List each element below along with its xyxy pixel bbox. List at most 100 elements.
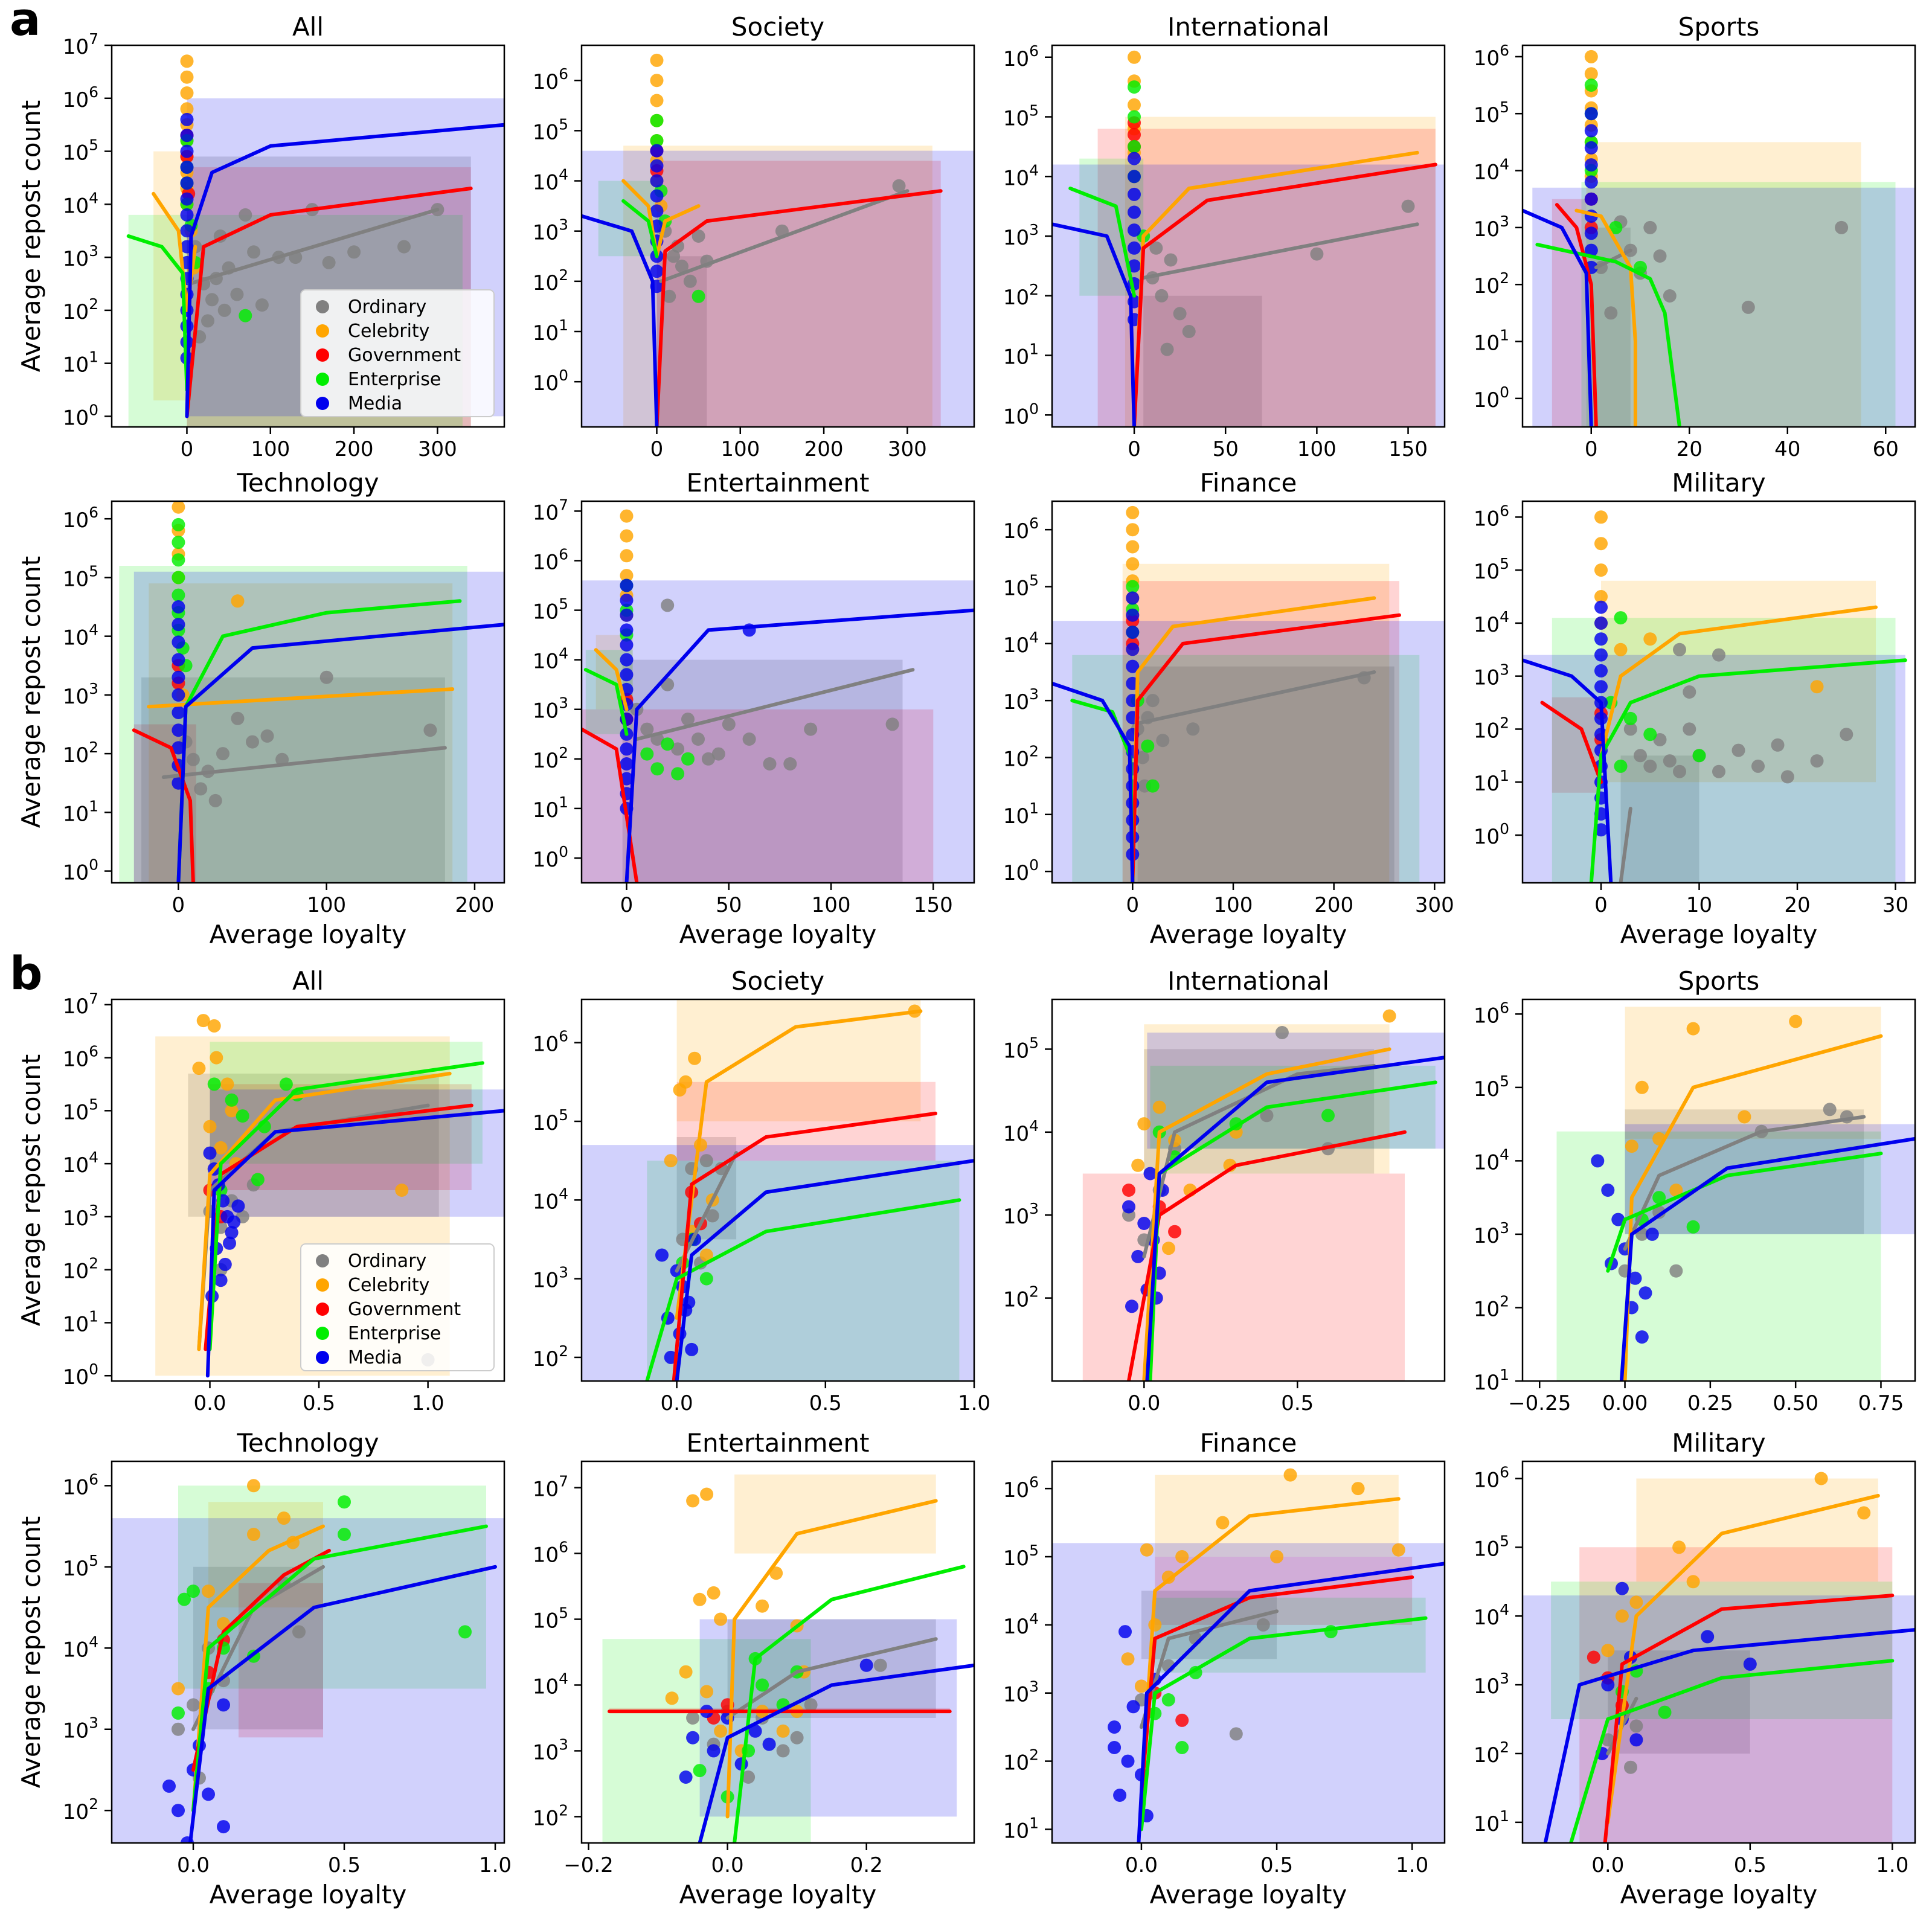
chart-b-all-8: All 0.0 0.5 1.0 100 101 102 103 104 105 106 107 Aver… <box>16 966 505 1415</box>
chart-a-entertainment-5-point-celebrity-3 <box>620 569 634 583</box>
chart-a-technology-4-point-media-8 <box>172 741 185 755</box>
chart-a-sports-3-point-enterprise-5 <box>1609 220 1623 234</box>
chart-b-entertainment-13-x-axis-label: Average loyalty <box>679 1880 877 1909</box>
chart-b-entertainment-13-point-media-0 <box>686 1731 700 1745</box>
chart-a-all-0-point-media-4 <box>180 176 194 190</box>
chart-a-all-0-y-tick-label-0: 100 <box>63 401 98 430</box>
chart-a-sports-3-band-enterprise <box>1581 182 1896 427</box>
chart-a-society-1-point-ordinary-1 <box>667 249 681 263</box>
chart-a-all-0-fit-line-government <box>185 187 473 418</box>
chart-a-international-2-point-ordinary-7 <box>1401 199 1415 213</box>
chart-b-all-8-point-media-11 <box>227 1215 241 1229</box>
chart-a-entertainment-5-point-ordinary-10 <box>722 717 736 731</box>
chart-a-international-2-y-tick-label-2: 102 <box>1003 281 1039 310</box>
chart-b-finance-14-point-celebrity-4 <box>1216 1516 1230 1530</box>
chart-b-technology-12-point-ordinary-3 <box>172 1722 185 1736</box>
chart-b-entertainment-13-band-celebrity <box>734 1474 936 1554</box>
chart-b-military-15-band-ordinary <box>1608 1650 1750 1754</box>
chart-a-international-2-point-enterprise-0 <box>1128 80 1141 94</box>
chart-a-technology-4-point-ordinary-1 <box>186 752 200 766</box>
chart-b-international-10-fit-line-government <box>1127 1130 1407 1381</box>
chart-a-society-1-point-celebrity-2 <box>650 94 664 107</box>
chart-a-society-1-point-media-2 <box>650 174 664 188</box>
chart-b-society-9-point-celebrity-3 <box>673 1083 687 1097</box>
chart-b-technology-12-point-enterprise-6 <box>458 1625 472 1639</box>
chart-b-military-15-y-tick-label-2: 103 <box>1474 1670 1509 1699</box>
chart-b-sports-11-x-tick-label-2: 0.25 <box>1687 1391 1733 1415</box>
chart-b-military-15-point-media-6 <box>1743 1657 1757 1671</box>
chart-a-finance-6-point-media-1 <box>1126 608 1140 622</box>
chart-a-finance-6-point-ordinary-3 <box>1146 694 1160 708</box>
chart-a-military-7-band-ordinary <box>1620 755 1699 883</box>
chart-b-military-15-point-government-0 <box>1587 1650 1600 1664</box>
chart-a-sports-3-y-tick-label-3: 103 <box>1474 213 1509 242</box>
chart-b-entertainment-13-point-ordinary-5 <box>776 1744 790 1758</box>
chart-a-international-2-point-media-3 <box>1128 205 1141 219</box>
chart-b-finance-14-point-celebrity-1 <box>1148 1618 1162 1632</box>
chart-a-all-0-legend: Ordinary Celebrity Government Enterprise Med… <box>300 289 495 417</box>
chart-b-entertainment-13-x-tick-label-1: 0.0 <box>711 1853 744 1877</box>
chart-a-international-2-y-tick-label-0: 100 <box>1003 400 1039 429</box>
chart-b-entertainment-13-point-ordinary-0 <box>686 1711 700 1725</box>
chart-a-military-7-fit-line-enterprise <box>1589 658 1907 883</box>
chart-a-finance-6-plot-area <box>1052 505 1445 883</box>
chart-a-sports-3-y-tick-label-5: 105 <box>1474 98 1509 127</box>
chart-a-entertainment-5-x-tick-label-0: 0 <box>620 893 634 917</box>
chart-b-military-15-point-media-0 <box>1601 1678 1615 1692</box>
chart-a-entertainment-5-x-tick-label-1: 50 <box>716 893 742 917</box>
chart-b-society-9-band-enterprise <box>647 1161 960 1381</box>
chart-a-society-1-fit-line-ordinary <box>659 189 910 283</box>
chart-a-entertainment-5-y-tick-label-5: 105 <box>533 595 568 624</box>
chart-a-sports-3-point-media-4 <box>1584 175 1598 189</box>
chart-b-finance-14-y-tick-label-1: 102 <box>1003 1746 1039 1775</box>
chart-b-finance-14-fit-line-government <box>1139 1575 1414 1797</box>
chart-a-society-1: Society 0 100 200 300 100 101 102 103 104 105 106 <box>533 12 975 461</box>
chart-a-military-7-y-tick-label-1: 101 <box>1474 767 1509 796</box>
chart-a-military-7-point-ordinary-6 <box>1683 722 1696 736</box>
chart-b-military-15-x-tick-label-1: 0.5 <box>1734 1853 1767 1877</box>
chart-a-entertainment-5-point-enterprise-6 <box>671 767 685 781</box>
chart-a-entertainment-5-point-ordinary-1 <box>640 722 654 736</box>
chart-b-entertainment-13-point-celebrity-9 <box>700 1685 714 1699</box>
chart-b-entertainment-13-point-celebrity-3 <box>693 1592 707 1606</box>
chart-a-sports-3-point-media-3 <box>1584 158 1598 172</box>
chart-a-sports-3-point-media-5 <box>1584 192 1598 206</box>
chart-a-society-1-point-ordinary-2 <box>675 259 688 273</box>
chart-a-technology-4-band-media <box>133 571 504 883</box>
chart-a-society-1-y-tick-label-6: 106 <box>533 65 568 94</box>
chart-a-all-0-point-media-3 <box>180 160 194 174</box>
chart-a-technology-4-point-enterprise-3 <box>172 571 185 585</box>
chart-b-finance-14-y-tick-label-2: 103 <box>1003 1678 1039 1707</box>
chart-b-military-15-y-tick-label-4: 105 <box>1474 1532 1509 1561</box>
chart-b-finance-14-point-celebrity-3 <box>1175 1550 1189 1563</box>
chart-b-sports-11-point-ordinary-3 <box>1669 1264 1683 1278</box>
chart-a-sports-3-fit-line-enterprise <box>1535 243 1681 427</box>
chart-b-entertainment-13-y-tick-label-0: 102 <box>533 1801 568 1830</box>
chart-a-all-0-legend-label-media: Media <box>348 393 402 414</box>
chart-a-society-1-point-media-4 <box>650 204 664 218</box>
chart-a-sports-3-point-ordinary-5 <box>1663 289 1677 303</box>
chart-a-military-7-point-ordinary-15 <box>1712 648 1725 662</box>
chart-b-technology-12-plot-area <box>112 1479 504 1843</box>
chart-b-sports-11-point-media-1 <box>1601 1184 1615 1197</box>
chart-a-society-1-band-media <box>582 150 974 427</box>
chart-a-sports-3-title: Sports <box>1678 12 1760 42</box>
chart-b-military-15-y-tick-label-0: 101 <box>1474 1807 1509 1836</box>
chart-a-military-7-fit-line-celebrity <box>1599 605 1878 758</box>
chart-a-technology-4-point-ordinary-11 <box>208 793 222 807</box>
chart-a-military-7-band-enterprise <box>1552 618 1896 883</box>
chart-a-society-1-band-government <box>656 161 941 427</box>
chart-a-technology-4-x-tick-label-2: 200 <box>455 893 494 917</box>
chart-a-military-7-x-tick-label-2: 20 <box>1784 893 1810 917</box>
chart-a-finance-6-band-ordinary <box>1137 666 1394 883</box>
chart-b-society-9-point-enterprise-2 <box>699 1272 713 1286</box>
chart-b-international-10-point-media-0 <box>1122 1200 1135 1214</box>
chart-b-international-10-frame <box>1051 998 1446 1382</box>
chart-b-international-10-point-media-1 <box>1137 1217 1151 1230</box>
chart-a-sports-3-y-tick-label-0: 100 <box>1474 383 1509 412</box>
chart-a-military-7-point-ordinary-13 <box>1840 728 1853 742</box>
chart-a-sports-3-x-tick-label-2: 40 <box>1774 437 1800 461</box>
chart-b-all-8-y-axis-label: Average repost count <box>16 1054 46 1327</box>
chart-a-military-7-point-ordinary-16 <box>1673 642 1686 656</box>
chart-b-sports-11-plot-area <box>1556 1007 1915 1381</box>
